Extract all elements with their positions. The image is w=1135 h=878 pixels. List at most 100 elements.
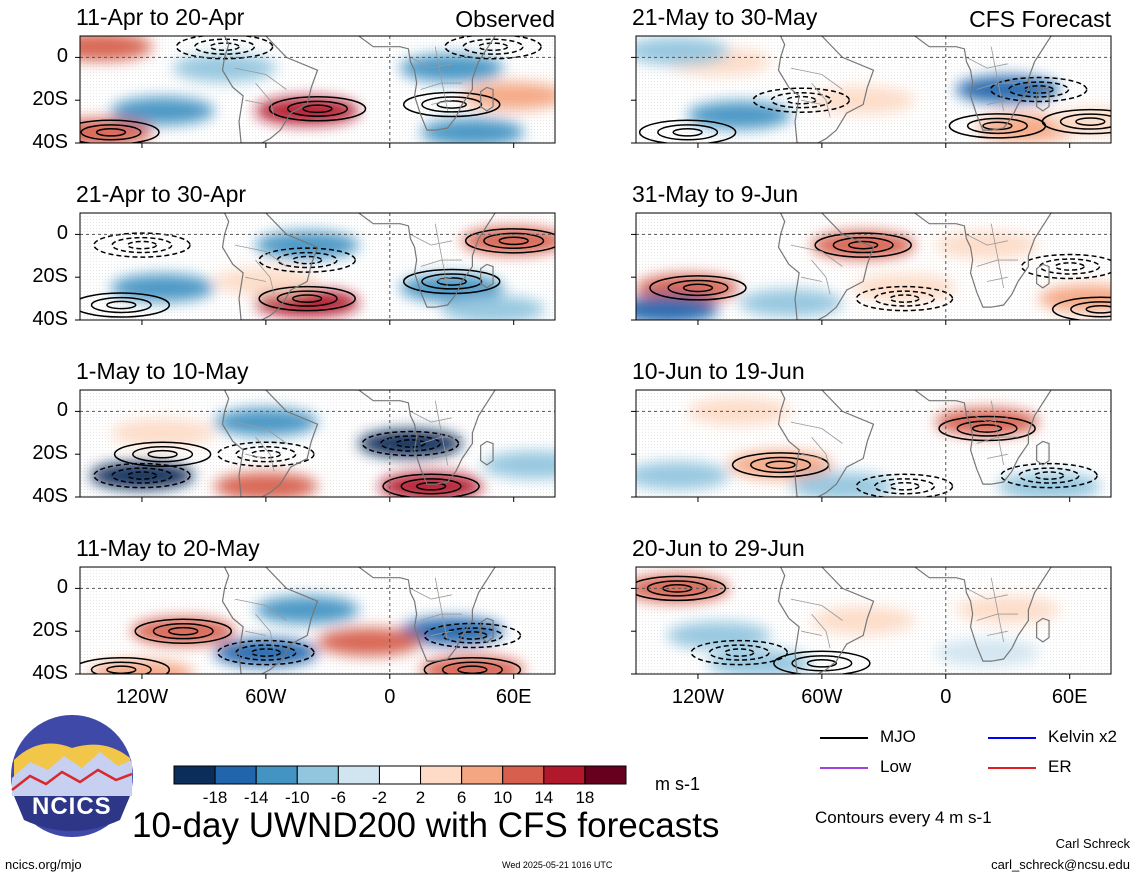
mjo-contour xyxy=(436,100,467,109)
mjo-contour xyxy=(292,294,323,303)
country-border xyxy=(790,244,843,267)
colorbar-label: -18 xyxy=(202,788,228,807)
mjo-contour xyxy=(1085,304,1111,314)
mjo-contour xyxy=(462,38,524,55)
mjo-contour xyxy=(168,626,199,636)
coastline xyxy=(1036,263,1050,289)
country-border xyxy=(990,223,1005,288)
anomaly-blob xyxy=(379,472,484,497)
panel-frame xyxy=(79,389,556,498)
panel-plot-area xyxy=(636,213,1111,320)
mjo-contour xyxy=(441,627,503,644)
colorbar-swatch xyxy=(337,765,380,785)
mjo-contour xyxy=(667,279,729,297)
country-border xyxy=(245,99,266,105)
country-border xyxy=(420,436,463,444)
mjo-contour xyxy=(382,473,480,497)
mjo-contour xyxy=(415,481,447,491)
mjo-contour xyxy=(989,76,1088,103)
map-panel xyxy=(75,212,556,325)
panel-frame xyxy=(79,566,556,675)
anomaly-blob xyxy=(997,472,1102,497)
legend-label: ER xyxy=(1048,757,1072,776)
colorbar-label: -6 xyxy=(330,788,346,807)
country-border xyxy=(255,613,275,649)
coastline xyxy=(221,390,319,497)
coastline xyxy=(914,36,1052,131)
mjo-contour xyxy=(395,439,426,448)
mjo-contour xyxy=(832,236,894,254)
anomaly-blob xyxy=(110,273,215,302)
coastline xyxy=(221,36,319,143)
colorbar-units: m s-1 xyxy=(655,774,700,794)
coastline xyxy=(358,390,496,485)
anomaly-blob xyxy=(317,627,422,656)
anomaly-blob xyxy=(666,621,771,650)
legend-label: Low xyxy=(880,757,912,776)
mjo-contour xyxy=(93,232,191,258)
mjo-contour xyxy=(750,456,812,474)
panel-frame xyxy=(635,566,1112,675)
anomaly-blob xyxy=(420,655,525,674)
panel-title: 21-Apr to 30-Apr xyxy=(76,181,247,207)
panel-plot-area xyxy=(80,36,555,143)
country-border xyxy=(255,436,275,472)
mjo-contour xyxy=(672,127,703,137)
anomaly-field xyxy=(110,226,555,320)
x-tick-label: 120W xyxy=(115,686,169,708)
colorbar-label: -14 xyxy=(243,788,269,807)
colorbar-swatch xyxy=(173,765,216,785)
coastline xyxy=(1036,617,1050,643)
country-border xyxy=(966,57,1008,69)
mjo-contour xyxy=(152,623,214,640)
mjo-contour xyxy=(1041,108,1111,135)
mjo-contour xyxy=(402,268,501,295)
colorbar-swatch xyxy=(296,765,339,785)
x-tick-label: 0 xyxy=(940,686,952,708)
mjo-contour xyxy=(636,575,727,602)
mjo-contour xyxy=(855,473,954,497)
country-border xyxy=(987,630,1008,636)
colorbar-label: 10 xyxy=(493,788,513,807)
country-border xyxy=(811,436,831,472)
mjo-contour xyxy=(286,100,349,117)
panel-plot-area xyxy=(636,36,1111,143)
mjo-contour xyxy=(1033,471,1065,480)
mjo-contour xyxy=(873,290,935,307)
anomaly-blob xyxy=(441,295,546,320)
mjo-contour xyxy=(814,232,912,258)
country-border xyxy=(431,276,452,282)
mjo-contour xyxy=(646,580,708,597)
country-border xyxy=(790,598,843,621)
country-border xyxy=(811,259,831,295)
anomaly-blob xyxy=(852,273,957,302)
mjo-contour xyxy=(708,644,770,661)
panel-frame xyxy=(635,35,1112,144)
country-border xyxy=(434,223,449,288)
country-border xyxy=(420,82,463,90)
x-tick-label: 60E xyxy=(495,686,532,708)
mjo-contour xyxy=(292,255,323,265)
anomaly-blob xyxy=(255,595,360,624)
mjo-contour xyxy=(421,273,483,290)
anomaly-blob xyxy=(213,472,318,497)
country-border xyxy=(966,588,1008,600)
mjo-contour xyxy=(258,285,356,312)
country-border xyxy=(976,259,1019,267)
coastline xyxy=(914,390,1052,485)
mjo-contour xyxy=(690,639,789,666)
country-border xyxy=(966,411,1008,423)
country-border xyxy=(234,421,287,444)
mjo-contour xyxy=(773,650,871,674)
mjo-contour xyxy=(80,119,160,143)
y-tick-label: 0 xyxy=(56,399,68,422)
mjo-contour xyxy=(80,656,171,674)
panel-frame xyxy=(79,35,556,144)
colorbar-swatch xyxy=(378,765,422,785)
author-name: Carl Schreck xyxy=(1055,836,1130,851)
coastline xyxy=(480,263,494,289)
mjo-contour xyxy=(400,478,462,495)
mjo-contour xyxy=(147,449,178,459)
coastline xyxy=(777,36,875,143)
mjo-contour xyxy=(971,424,1003,433)
